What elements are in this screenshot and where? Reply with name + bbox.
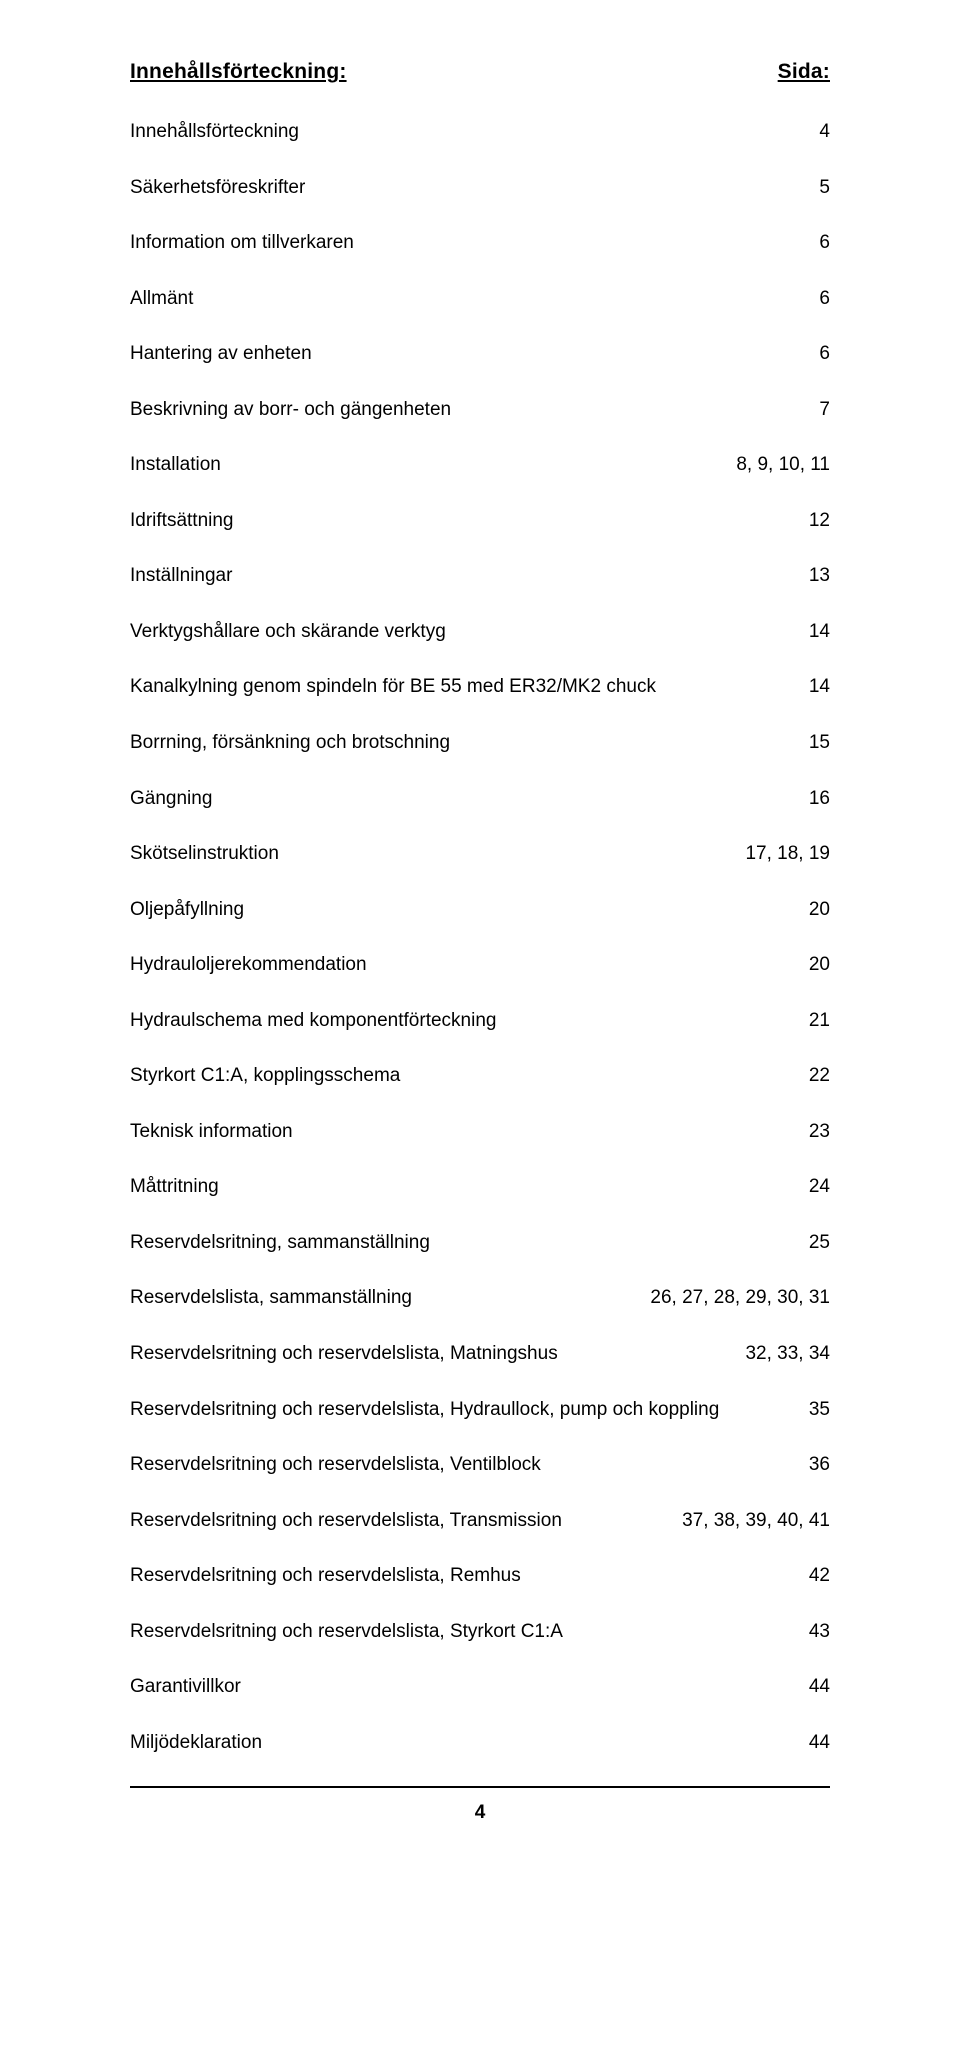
document-page: Innehållsförteckning: Sida: Innehållsför… — [0, 0, 960, 2068]
toc-entry-label: Reservdelsritning och reservdelslista, V… — [130, 1451, 797, 1479]
toc-entry: Hydrauloljerekommendation20 — [130, 951, 830, 979]
toc-entry: Säkerhetsföreskrifter5 — [130, 174, 830, 202]
toc-entry-label: Reservdelslista, sammanställning — [130, 1284, 638, 1312]
toc-entry-page: 23 — [797, 1118, 830, 1146]
toc-entry-label: Garantivillkor — [130, 1673, 797, 1701]
toc-entry: Reservdelsritning och reservdelslista, R… — [130, 1562, 830, 1590]
toc-entry-label: Reservdelsritning och reservdelslista, H… — [130, 1396, 797, 1424]
toc-entry-label: Borrning, försänkning och brotschning — [130, 729, 797, 757]
toc-entry-label: Reservdelsritning och reservdelslista, S… — [130, 1618, 797, 1646]
toc-entry-page: 8, 9, 10, 11 — [724, 451, 830, 479]
toc-entry-page: 20 — [797, 896, 830, 924]
toc-entry-page: 13 — [797, 562, 830, 590]
toc-entry: Reservdelslista, sammanställning26, 27, … — [130, 1284, 830, 1312]
toc-entry: Reservdelsritning och reservdelslista, T… — [130, 1507, 830, 1535]
toc-entry: Kanalkylning genom spindeln för BE 55 me… — [130, 673, 830, 701]
toc-entry-page: 14 — [797, 618, 830, 646]
toc-entry-page: 42 — [797, 1562, 830, 1590]
toc-title: Innehållsförteckning: — [130, 60, 347, 84]
toc-entry: Idriftsättning12 — [130, 507, 830, 535]
toc-entry: Reservdelsritning och reservdelslista, S… — [130, 1618, 830, 1646]
toc-entry: Borrning, försänkning och brotschning15 — [130, 729, 830, 757]
toc-entry: Styrkort C1:A, kopplingsschema22 — [130, 1062, 830, 1090]
toc-entry: Teknisk information23 — [130, 1118, 830, 1146]
toc-entry-label: Hydraulschema med komponentförteckning — [130, 1007, 797, 1035]
toc-entry-label: Installation — [130, 451, 724, 479]
toc-entry-page: 7 — [807, 396, 830, 424]
toc-entry-label: Reservdelsritning och reservdelslista, M… — [130, 1340, 733, 1368]
toc-entry-label: Beskrivning av borr- och gängenheten — [130, 396, 807, 424]
toc-entry-label: Gängning — [130, 785, 797, 813]
toc-entry-page: 6 — [807, 285, 830, 313]
toc-entry-page: 32, 33, 34 — [733, 1340, 830, 1368]
toc-entry-page: 44 — [797, 1673, 830, 1701]
toc-entry: Installation8, 9, 10, 11 — [130, 451, 830, 479]
toc-entry: Innehållsförteckning4 — [130, 118, 830, 146]
toc-entry: Måttritning24 — [130, 1173, 830, 1201]
toc-entry-label: Idriftsättning — [130, 507, 797, 535]
toc-entry-label: Reservdelsritning och reservdelslista, R… — [130, 1562, 797, 1590]
toc-entry-page: 14 — [797, 673, 830, 701]
toc-entry-label: Hantering av enheten — [130, 340, 807, 368]
toc-entry-label: Reservdelsritning, sammanställning — [130, 1229, 797, 1257]
page-number: 4 — [130, 1802, 830, 1824]
toc-entry-page: 15 — [797, 729, 830, 757]
toc-entry: Hydraulschema med komponentförteckning21 — [130, 1007, 830, 1035]
toc-entry-page: 37, 38, 39, 40, 41 — [670, 1507, 830, 1535]
toc-entry: Reservdelsritning och reservdelslista, M… — [130, 1340, 830, 1368]
toc-entry-page: 6 — [807, 340, 830, 368]
toc-entry: Garantivillkor44 — [130, 1673, 830, 1701]
toc-entry-label: Måttritning — [130, 1173, 797, 1201]
toc-entry-label: Säkerhetsföreskrifter — [130, 174, 807, 202]
toc-entry-label: Miljödeklaration — [130, 1729, 797, 1757]
toc-entry: Verktygshållare och skärande verktyg14 — [130, 618, 830, 646]
toc-entry-page: 16 — [797, 785, 830, 813]
toc-entry-label: Information om tillverkaren — [130, 229, 807, 257]
toc-entry-page: 5 — [807, 174, 830, 202]
toc-entry-page: 6 — [807, 229, 830, 257]
toc-entry-label: Teknisk information — [130, 1118, 797, 1146]
toc-entry-label: Reservdelsritning och reservdelslista, T… — [130, 1507, 670, 1535]
toc-entry-label: Hydrauloljerekommendation — [130, 951, 797, 979]
footer-rule — [130, 1786, 830, 1788]
toc-entry-page: 12 — [797, 507, 830, 535]
toc-entry: Hantering av enheten6 — [130, 340, 830, 368]
toc-entry: Miljödeklaration44 — [130, 1729, 830, 1757]
toc-entry-label: Innehållsförteckning — [130, 118, 807, 146]
toc-entry-page: 25 — [797, 1229, 830, 1257]
toc-entry-label: Verktygshållare och skärande verktyg — [130, 618, 797, 646]
toc-entry-label: Skötselinstruktion — [130, 840, 733, 868]
toc-entry-page: 43 — [797, 1618, 830, 1646]
toc-entry-page: 22 — [797, 1062, 830, 1090]
toc-header: Innehållsförteckning: Sida: — [130, 60, 830, 84]
toc-entry-page: 20 — [797, 951, 830, 979]
toc-entry-label: Inställningar — [130, 562, 797, 590]
toc-entry-label: Styrkort C1:A, kopplingsschema — [130, 1062, 797, 1090]
toc-entry: Allmänt6 — [130, 285, 830, 313]
toc-entry-page: 4 — [807, 118, 830, 146]
toc-entry-page: 44 — [797, 1729, 830, 1757]
toc-entry-page: 17, 18, 19 — [733, 840, 830, 868]
toc-entry: Reservdelsritning, sammanställning25 — [130, 1229, 830, 1257]
toc-entry-page: 36 — [797, 1451, 830, 1479]
toc-list: Innehållsförteckning4Säkerhetsföreskrift… — [130, 118, 830, 1756]
toc-entry: Oljepåfyllning20 — [130, 896, 830, 924]
toc-entry-page: 24 — [797, 1173, 830, 1201]
toc-entry: Beskrivning av borr- och gängenheten7 — [130, 396, 830, 424]
toc-entry: Reservdelsritning och reservdelslista, V… — [130, 1451, 830, 1479]
toc-entry-label: Oljepåfyllning — [130, 896, 797, 924]
toc-entry-page: 21 — [797, 1007, 830, 1035]
toc-entry-label: Allmänt — [130, 285, 807, 313]
toc-entry-label: Kanalkylning genom spindeln för BE 55 me… — [130, 673, 797, 701]
toc-entry: Inställningar13 — [130, 562, 830, 590]
toc-page-column-label: Sida: — [778, 60, 830, 84]
toc-entry: Information om tillverkaren6 — [130, 229, 830, 257]
toc-entry: Reservdelsritning och reservdelslista, H… — [130, 1396, 830, 1424]
toc-entry-page: 26, 27, 28, 29, 30, 31 — [638, 1284, 830, 1312]
toc-entry: Gängning16 — [130, 785, 830, 813]
toc-entry-page: 35 — [797, 1396, 830, 1424]
toc-entry: Skötselinstruktion17, 18, 19 — [130, 840, 830, 868]
